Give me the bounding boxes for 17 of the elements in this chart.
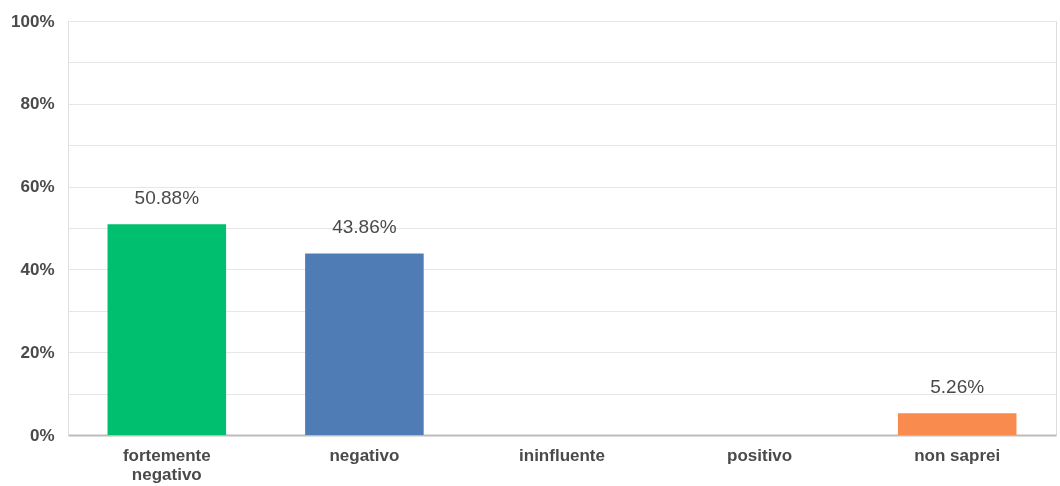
y-tick-label: 40% xyxy=(20,259,55,279)
y-tick-label: 20% xyxy=(20,342,55,362)
y-tick-label: 60% xyxy=(20,177,55,197)
data-label: 43.86% xyxy=(332,216,397,238)
y-tick-label: 100% xyxy=(11,11,55,31)
y-tick-label: 80% xyxy=(20,94,55,114)
x-tick-label: positivo xyxy=(727,445,793,465)
x-tick-label: ininfluente xyxy=(519,445,605,465)
bar xyxy=(897,413,1017,435)
x-tick-label: fortemente negativo xyxy=(122,445,211,484)
bar xyxy=(107,224,227,435)
data-label: 5.26% xyxy=(930,376,985,398)
bar xyxy=(305,253,424,435)
x-tick-label: non saprei xyxy=(914,445,1001,465)
x-tick-label: negativo xyxy=(329,445,400,465)
y-tick-label: 0% xyxy=(29,425,55,445)
data-label: 50.88% xyxy=(134,187,200,209)
